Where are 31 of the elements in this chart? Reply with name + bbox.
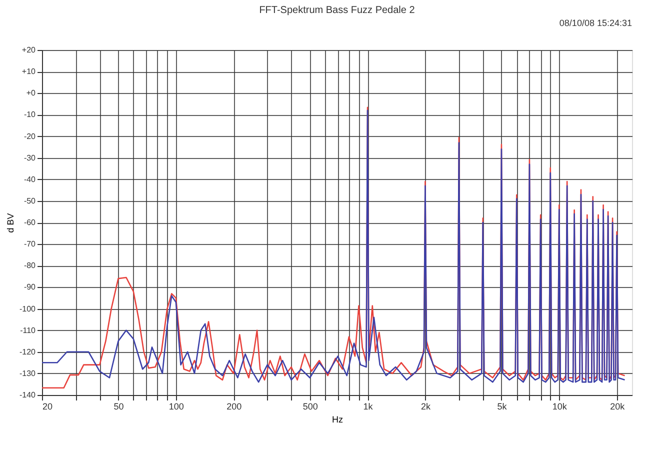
chart-title: FFT-Spektrum Bass Fuzz Pedale 2 [259,5,416,16]
y-tick-label: +10 [22,67,36,76]
x-tick-label: 200 [226,402,242,412]
text: 08/10/08 15:24:31 [559,18,632,28]
x-tick-label: 1k [363,402,374,412]
x-tick-label: 500 [302,402,318,412]
y-tick-label: -120 [19,347,36,356]
y-tick-label: -130 [19,368,36,378]
y-tick-label: -40 [24,174,36,184]
y-tick-label: -30 [24,153,36,162]
y-tick-label: -50 [24,196,36,206]
x-tick-label: 2k [420,402,431,412]
x-tick-label: 10k [552,402,568,412]
y-tick-label: +0 [26,88,36,98]
x-tick-label: 20k [610,402,626,412]
y-tick-label: +20 [22,46,36,54]
y-tick-label: -10 [24,110,36,120]
x-tick-label: 5k [497,402,508,412]
y-tick-label: -20 [24,132,36,141]
y-tick-label: -70 [24,240,36,249]
y-tick-label: -140 [19,390,36,400]
y-tick-label: -60 [24,218,36,227]
x-tick-label: 100 [168,402,184,412]
x-tick-label: 50 [114,402,124,412]
x-tick-label: 20 [42,402,53,412]
y-axis-title: d BV [5,213,16,233]
y-tick-label: -100 [19,304,36,314]
y-tick-label: -90 [24,282,36,292]
y-tick-label: -110 [20,326,36,335]
y-tick-label: -80 [24,261,36,270]
x-axis-title: Hz [332,414,344,424]
